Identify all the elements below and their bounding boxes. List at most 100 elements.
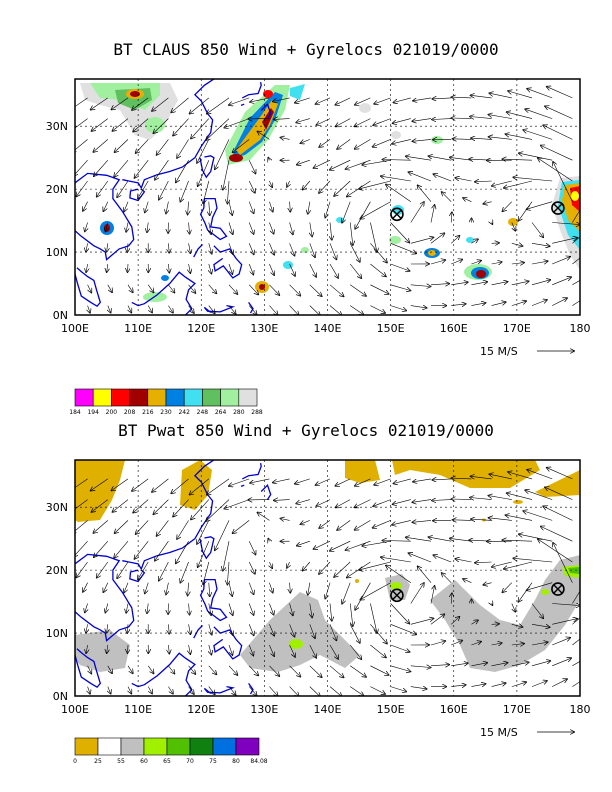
wind-vector	[410, 285, 431, 287]
wind-vector	[107, 263, 108, 272]
colorbar-swatch	[220, 388, 240, 407]
wind-vector	[452, 478, 472, 479]
wind-vector	[107, 644, 108, 653]
wind-vector	[108, 305, 111, 313]
wind-vector	[572, 617, 580, 625]
wind-vector	[508, 472, 533, 480]
wind-vector	[171, 478, 189, 493]
wind-vector	[248, 263, 253, 274]
lon-tick-label: 120E	[187, 322, 215, 335]
lon-tick-label: 170E	[503, 703, 531, 716]
wind-vector	[572, 638, 580, 646]
wind-vector	[531, 222, 543, 238]
wind-vector	[248, 305, 256, 315]
wind-vector	[83, 582, 88, 592]
wind-vector	[168, 263, 169, 273]
lon-tick-label: 150E	[377, 703, 405, 716]
wind-vector	[114, 541, 129, 558]
wind-vector	[370, 603, 377, 634]
wind-vector	[227, 561, 229, 584]
wind-vector	[525, 490, 553, 500]
wind-vector	[547, 468, 573, 480]
wind-vector	[309, 243, 315, 257]
lon-tick-label: 100E	[61, 322, 89, 335]
wind-vector	[374, 97, 391, 104]
wind-vector	[115, 520, 129, 533]
wind-vector	[124, 582, 129, 593]
wind-vector	[572, 257, 580, 265]
wind-vector	[208, 284, 217, 294]
wind-vector	[506, 134, 533, 140]
wind-vector	[451, 260, 462, 265]
wind-vector	[336, 478, 351, 486]
wind-vector	[519, 201, 533, 221]
wind-vector	[209, 603, 211, 616]
wind-vector	[329, 686, 342, 696]
wind-vector	[248, 624, 254, 635]
wind-vector	[511, 301, 526, 306]
wind-vector	[525, 109, 553, 119]
wind-vector	[406, 156, 432, 161]
wind-vector	[552, 679, 567, 687]
wind-vector	[383, 541, 411, 542]
wind-vector	[336, 499, 351, 508]
wind-vector	[453, 139, 472, 140]
wind-vector	[390, 222, 410, 243]
wind-vector	[75, 520, 88, 533]
wind-vector	[168, 665, 174, 674]
wind-vector	[336, 118, 351, 127]
colorbar-tick-label: 200	[106, 409, 118, 416]
wind-vector	[248, 541, 255, 554]
gyre-markers	[390, 582, 565, 603]
wind-vector	[314, 540, 331, 549]
wind-vector	[206, 499, 230, 521]
lon-tick-label: 130E	[250, 703, 278, 716]
wind-vector	[329, 665, 344, 678]
wind-vector	[410, 666, 431, 668]
wind-vector	[455, 559, 472, 563]
wind-vector	[289, 305, 299, 315]
axis-labels: 0N 10N 20N 30N 100E 110E 120E 130E 140E 150E 160E 1…	[46, 501, 591, 716]
wind-vector	[552, 638, 570, 646]
lon-tick-label: 170E	[503, 322, 531, 335]
wind-vector	[390, 305, 407, 311]
wind-vector	[250, 97, 270, 102]
wind-vector	[330, 159, 351, 170]
wind-vector	[88, 686, 90, 694]
wind-vector	[370, 222, 377, 253]
colorbar-tick-label: 184	[69, 409, 81, 416]
cloud-shading	[80, 83, 580, 302]
wind-vector	[452, 499, 472, 500]
lon-tick-label: 180	[570, 703, 591, 716]
wind-vector	[381, 176, 411, 182]
wind-vector	[410, 618, 434, 625]
wind-vector	[350, 284, 366, 296]
wind-vector	[451, 641, 462, 646]
wind-vector	[373, 520, 391, 527]
wind-vector	[171, 97, 189, 112]
wind-vector	[289, 665, 301, 677]
wind-vector	[412, 119, 432, 122]
wind-vector	[303, 561, 311, 571]
wind-vector	[92, 499, 108, 512]
wind-vector	[410, 583, 424, 604]
wind-vector	[506, 515, 533, 521]
wind-vector	[463, 579, 472, 583]
wind-vector	[543, 125, 573, 140]
wind-vector	[289, 284, 301, 296]
wind-vector	[190, 97, 209, 114]
colorbar-tick-label: 84.08	[250, 758, 267, 765]
pwat-shading	[75, 460, 580, 672]
wind-vector	[132, 97, 149, 110]
wind-vector	[418, 566, 432, 583]
wind-vector	[248, 561, 255, 574]
wind-vector	[503, 582, 513, 593]
wind-vector	[147, 305, 152, 313]
wind-vector	[538, 539, 573, 563]
wind-vector	[135, 160, 149, 178]
wind-vector	[370, 665, 388, 675]
wind-vector	[248, 644, 253, 655]
wind-vector	[471, 476, 492, 479]
wind-vector	[75, 97, 88, 107]
